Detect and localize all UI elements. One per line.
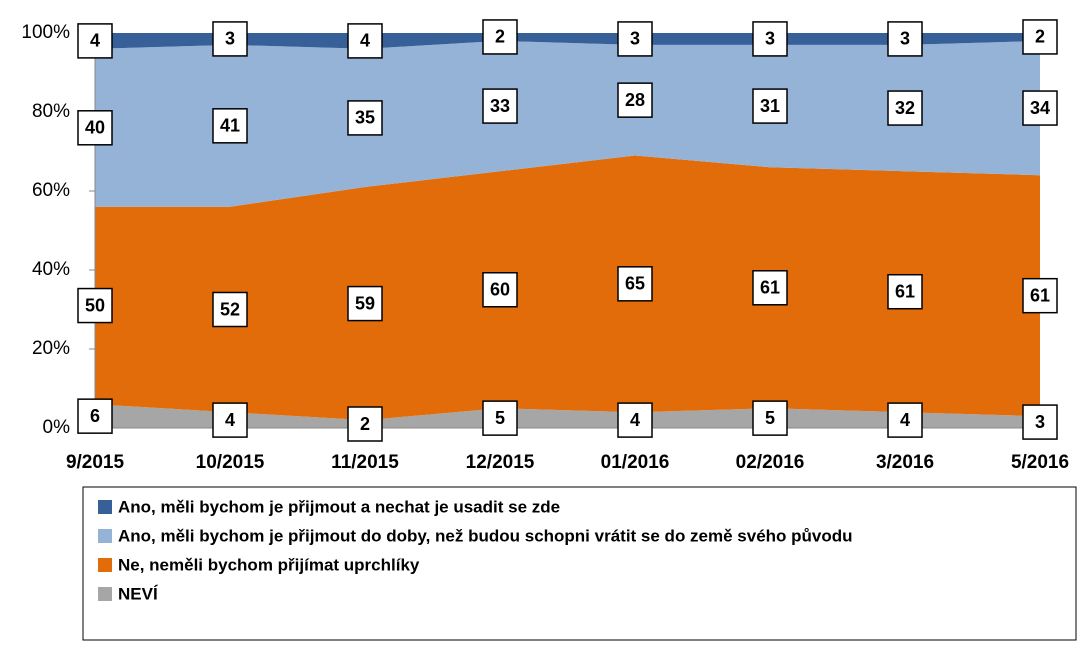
data-label: 28	[625, 90, 645, 110]
data-label-box	[887, 273, 923, 310]
data-label-box	[347, 406, 383, 442]
legend-swatch	[98, 587, 112, 601]
data-label-box	[1022, 404, 1058, 440]
data-label-box	[752, 21, 788, 57]
y-tick-label: 20%	[32, 338, 70, 359]
area	[95, 40, 1040, 207]
data-label: 4	[360, 31, 370, 51]
data-label-box	[347, 23, 383, 59]
data-label-box	[752, 400, 788, 436]
data-label: 31	[760, 96, 780, 116]
data-label-box	[1022, 277, 1058, 314]
y-tick-label: 80%	[32, 101, 70, 122]
data-label: 60	[490, 280, 510, 300]
area	[95, 404, 1040, 428]
legend-box	[82, 486, 1077, 641]
x-tick-label: 10/2015	[196, 452, 265, 473]
legend-swatch	[98, 529, 112, 543]
legend-label: Ano, měli bychom je přijmout do doby, ne…	[118, 526, 853, 545]
data-label: 34	[1030, 98, 1050, 118]
data-label-box	[482, 272, 518, 308]
x-tick-label: 11/2015	[331, 452, 399, 473]
y-tick-label: 60%	[32, 180, 70, 201]
data-label: 52	[220, 299, 240, 319]
data-label-box	[752, 88, 788, 124]
data-label: 32	[895, 98, 915, 118]
data-label-box	[482, 88, 518, 124]
y-tick-label: 0%	[43, 417, 71, 438]
y-tick-label: 100%	[21, 22, 70, 43]
data-label: 61	[760, 278, 780, 298]
data-label-box	[347, 285, 383, 322]
x-tick-label: 3/2016	[876, 452, 934, 473]
data-label-box	[617, 266, 653, 302]
legend-label: Ne, neměli bychom přijímat uprchlíky	[118, 555, 420, 574]
data-label: 3	[765, 29, 775, 49]
data-label-box	[887, 21, 923, 57]
data-label: 4	[225, 410, 235, 430]
data-label: 6	[90, 406, 100, 426]
data-label-box	[347, 100, 383, 136]
data-label-box	[1022, 90, 1058, 126]
data-label: 50	[85, 295, 105, 315]
data-label: 4	[900, 410, 910, 430]
data-label-box	[77, 110, 113, 146]
data-label-box	[77, 398, 113, 434]
data-label-box	[617, 402, 653, 438]
data-label-box	[212, 402, 248, 438]
x-tick-label: 5/2016	[1011, 452, 1069, 473]
data-label: 4	[90, 31, 100, 51]
data-label-box	[617, 21, 653, 57]
data-label: 4	[630, 410, 640, 430]
data-label-box	[482, 400, 518, 436]
data-label: 61	[895, 281, 915, 301]
data-label: 33	[490, 96, 510, 116]
x-tick-label: 9/2015	[66, 452, 125, 473]
data-label: 3	[1035, 412, 1045, 432]
data-label: 3	[900, 29, 910, 49]
data-label: 61	[1030, 285, 1050, 305]
data-label-box	[482, 19, 518, 55]
data-label-box	[1022, 19, 1058, 55]
data-label-box	[77, 287, 113, 324]
area	[95, 33, 1040, 49]
data-label: 5	[495, 408, 505, 428]
data-label: 40	[85, 118, 105, 138]
data-label-box	[212, 291, 248, 328]
legend-label: Ano, měli bychom je přijmout a nechat je…	[118, 497, 560, 516]
data-label: 3	[225, 29, 235, 49]
data-label: 35	[355, 108, 375, 128]
data-label: 59	[355, 293, 375, 313]
data-label-box	[212, 108, 248, 144]
data-label: 65	[625, 274, 645, 294]
legend-swatch	[98, 500, 112, 514]
data-label: 41	[220, 116, 240, 136]
data-label-box	[77, 23, 113, 59]
data-label: 2	[360, 414, 370, 434]
data-label-box	[752, 270, 788, 306]
data-label-box	[887, 90, 923, 126]
data-label: 2	[1035, 27, 1045, 47]
x-tick-label: 01/2016	[601, 452, 670, 473]
area	[95, 155, 1040, 421]
data-label-box	[887, 402, 923, 438]
data-label-box	[212, 21, 248, 57]
legend-swatch	[98, 558, 112, 572]
x-tick-label: 02/2016	[736, 452, 805, 473]
data-label: 2	[495, 27, 505, 47]
y-tick-label: 40%	[32, 259, 70, 280]
data-label-box	[617, 82, 653, 118]
x-tick-label: 12/2015	[466, 452, 535, 473]
legend-label: NEVÍ	[118, 584, 159, 603]
data-label: 5	[765, 408, 775, 428]
data-label: 3	[630, 29, 640, 49]
